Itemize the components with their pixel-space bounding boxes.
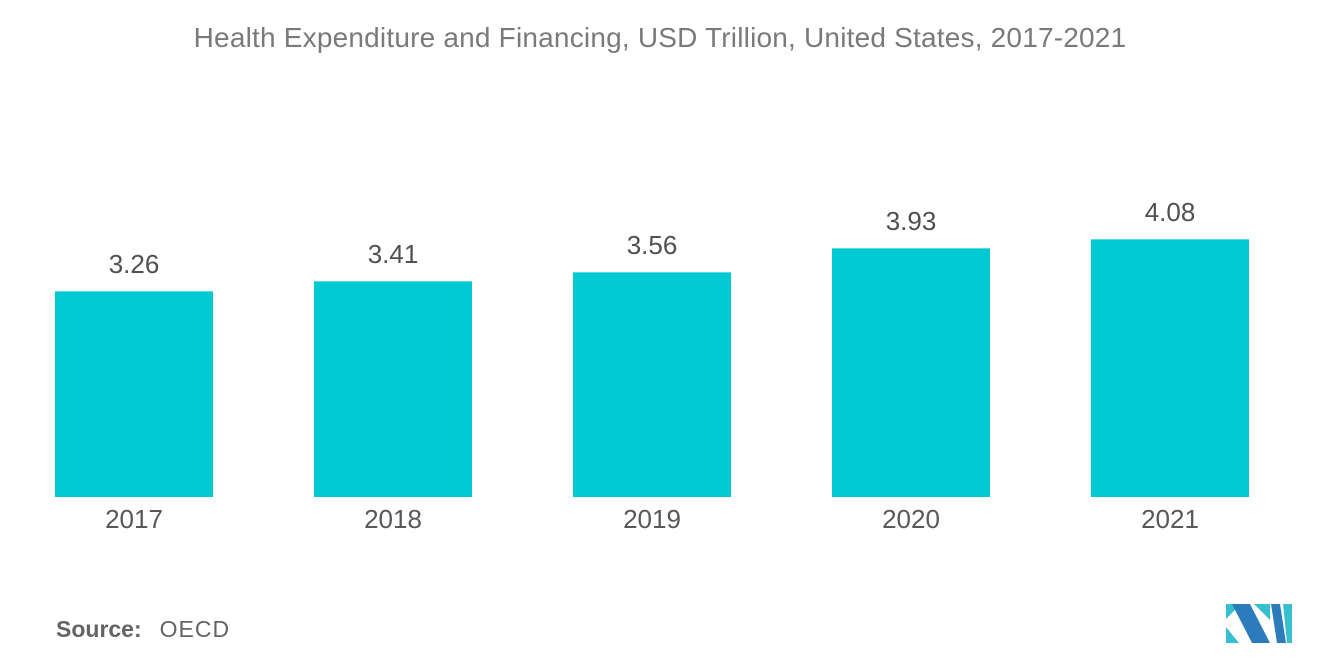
chart-title: Health Expenditure and Financing, USD Tr… [193, 22, 1127, 53]
bar-value-label: 3.56 [626, 230, 678, 260]
bar-column: 4.08 [1091, 199, 1249, 497]
bar-column: 3.26 [55, 251, 213, 497]
bar [832, 248, 990, 497]
x-axis-labels: 2017 2018 2019 2020 2021 [55, 506, 1249, 532]
bar [573, 272, 731, 497]
bar-value-label: 4.08 [1144, 197, 1196, 227]
bar [1091, 239, 1249, 497]
bar [314, 281, 472, 497]
bar-value-label: 3.41 [367, 239, 419, 269]
source-label: Source: [56, 616, 142, 642]
x-axis-label: 2020 [882, 504, 940, 534]
source-value: OECD [159, 616, 231, 642]
bar-column: 3.93 [832, 208, 990, 497]
x-axis-label: 2018 [364, 504, 422, 534]
x-axis-label: 2021 [1141, 504, 1199, 534]
bar-column: 3.56 [573, 232, 731, 497]
source-row: Source: OECD [56, 616, 230, 643]
bar [55, 291, 213, 497]
x-axis-label: 2019 [623, 504, 681, 534]
plot-area: 3.26 3.41 3.56 3.93 4.08 [55, 0, 1249, 497]
mordor-intelligence-logo-icon [1226, 604, 1292, 643]
x-axis-label: 2017 [105, 504, 163, 534]
bar-value-label: 3.93 [885, 206, 937, 236]
bar-value-label: 3.26 [108, 249, 160, 279]
bar-column: 3.41 [314, 241, 472, 497]
